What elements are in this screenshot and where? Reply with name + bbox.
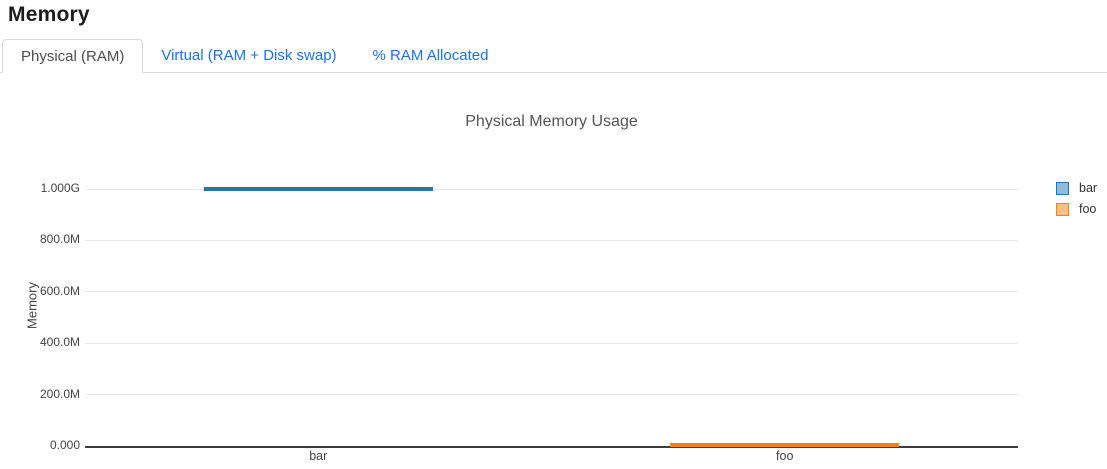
bar-foo (670, 442, 900, 447)
legend-swatch-icon (1056, 202, 1069, 216)
y-gridline (85, 239, 1018, 241)
y-tick-label: 1.000G (40, 181, 80, 195)
y-gridline (85, 291, 1018, 293)
y-tick-label: 200.0M (39, 386, 80, 401)
y-tick-label: 0.000 (49, 438, 80, 452)
y-gridline (85, 394, 1018, 396)
x-axis-line (85, 445, 1018, 448)
y-tick-label: 800.0M (39, 232, 80, 247)
bar-bar (203, 187, 433, 191)
legend-item-bar[interactable]: bar (1056, 181, 1097, 195)
legend-label: bar (1079, 181, 1098, 195)
x-category-label: bar (309, 449, 328, 463)
tab-physical-ram[interactable]: Physical (RAM) (2, 39, 144, 73)
physical-memory-usage-chart: Physical Memory Usage Memory 1.000G 800.0… (0, 73, 1107, 469)
page-title: Memory (8, 3, 90, 26)
legend-item-foo[interactable]: foo (1056, 202, 1097, 216)
chart-title: Physical Memory Usage (465, 113, 638, 130)
tab-bar: Physical (RAM) Virtual (RAM + Disk swap)… (0, 39, 1107, 73)
x-category-label: foo (776, 449, 794, 463)
y-gridline (85, 188, 1018, 190)
y-tick-label: 600.0M (39, 283, 80, 298)
y-tick-label: 400.0M (39, 335, 80, 350)
tab-virtual-ram-disk-swap[interactable]: Virtual (RAM + Disk swap) (161, 47, 337, 64)
tab-percent-ram-allocated[interactable]: % RAM Allocated (372, 47, 489, 64)
chart-legend: bar foo (1056, 181, 1097, 216)
y-gridline (85, 342, 1018, 344)
legend-swatch-icon (1056, 181, 1069, 195)
legend-label: foo (1079, 202, 1097, 216)
